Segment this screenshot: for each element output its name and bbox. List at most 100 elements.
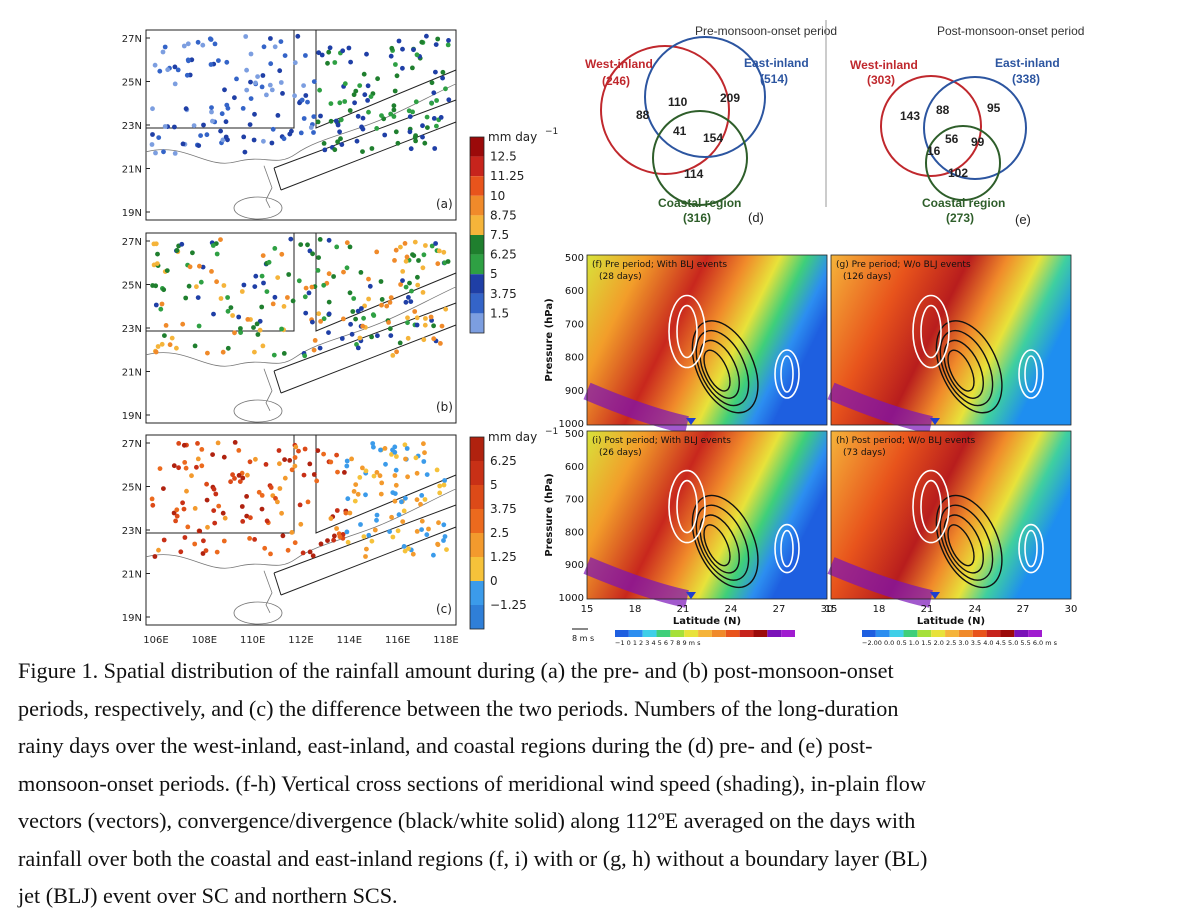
colorbar-frame <box>469 136 485 334</box>
colorbar-swatch <box>470 274 484 294</box>
station-dot <box>387 326 393 332</box>
lat-tick-label: 23N <box>122 324 142 335</box>
station-dot <box>260 343 266 349</box>
venn-e-east-circle <box>923 76 1027 180</box>
venn-d-only-coast: 114 <box>684 167 704 181</box>
station-dot <box>409 288 414 294</box>
colorbar-swatch <box>615 630 629 637</box>
station-dot <box>232 476 237 481</box>
station-dot <box>205 350 210 356</box>
station-dot <box>281 136 287 142</box>
leizhou-peninsula <box>263 165 273 208</box>
station-dot <box>363 554 368 559</box>
pressure-tick-label: 800 <box>565 353 584 364</box>
station-dot <box>435 36 441 42</box>
venn-d-west-count: (246) <box>602 74 630 88</box>
station-dot <box>332 533 337 539</box>
venn-e-panel-label: (e) <box>1015 212 1031 227</box>
colorbar-swatch <box>470 215 484 235</box>
station-dot <box>326 271 332 277</box>
station-dot <box>325 60 330 66</box>
station-dot <box>230 472 235 478</box>
colorbar-tick-label: 3.75 <box>490 287 517 301</box>
caption-line: periods, respectively, and (c) the diffe… <box>18 695 899 721</box>
colorbar-tick-label: 1.5 <box>490 306 509 320</box>
colorbar-tick-label: 5 <box>490 478 498 492</box>
station-dot <box>420 290 426 295</box>
station-dot <box>434 123 439 129</box>
station-dot <box>172 151 178 156</box>
station-dot <box>327 45 333 51</box>
lat-tick-label: 21N <box>122 165 142 176</box>
station-dot <box>198 133 203 138</box>
colorbar-tick-label: 8.75 <box>490 208 517 222</box>
station-dot <box>156 135 162 140</box>
station-dot <box>326 49 332 55</box>
station-dot <box>212 520 218 526</box>
west-inland-box <box>146 233 295 332</box>
station-dot <box>434 467 440 473</box>
station-dot <box>333 118 339 124</box>
station-dot <box>292 93 297 99</box>
station-dot <box>344 458 350 464</box>
station-dot <box>153 349 159 355</box>
colorbar-swatch <box>470 293 484 314</box>
station-dot <box>370 441 376 446</box>
station-dot <box>419 493 425 498</box>
colorbar-swatch <box>628 630 643 637</box>
convergence-contour <box>947 524 975 567</box>
coastal-box <box>273 302 457 394</box>
station-dot <box>174 248 180 253</box>
station-dot <box>211 311 216 317</box>
station-dot <box>260 253 266 258</box>
colorbar-tick-label: 7.5 <box>490 228 509 242</box>
latitude-tick-label: 24 <box>969 604 982 615</box>
latitude-tick-label: 27 <box>1017 604 1030 615</box>
station-dot <box>241 134 247 140</box>
station-dot <box>181 506 187 512</box>
station-dot <box>189 473 194 479</box>
station-dot <box>342 81 348 87</box>
station-dot <box>360 465 365 471</box>
station-dot <box>224 59 230 65</box>
east-inland-box <box>315 30 457 129</box>
station-dot <box>414 470 420 476</box>
station-dot <box>419 518 425 524</box>
cross-section-frame <box>830 254 1072 426</box>
station-dot <box>172 81 178 87</box>
station-dot <box>445 259 451 264</box>
station-dot <box>366 109 371 115</box>
colorbar-tick-label: 12.5 <box>490 150 517 164</box>
station-dot <box>403 258 409 264</box>
colorbar-swatch <box>656 630 671 637</box>
station-dot <box>345 539 351 545</box>
station-dot <box>411 47 416 53</box>
station-dot <box>248 51 254 57</box>
station-dot <box>240 519 246 524</box>
station-dot <box>159 341 165 347</box>
station-dot <box>350 309 356 314</box>
station-dot <box>301 472 307 478</box>
station-dot <box>213 491 219 497</box>
map-panel: 27N 25N 23N 21N 19N (c) <box>122 434 457 626</box>
station-dot <box>194 464 199 470</box>
lon-tick-label: 116E <box>385 635 410 646</box>
station-dot <box>403 456 408 462</box>
caption-line: monsoon-onset periods. (f-h) Vertical cr… <box>18 770 926 796</box>
station-dot <box>402 548 408 554</box>
station-dot <box>360 126 366 132</box>
station-dot <box>341 269 346 275</box>
station-dot <box>421 252 427 258</box>
venn-diagrams: Pre-monsoon-onset period West-inland (24… <box>570 15 1190 240</box>
station-dot <box>264 289 270 294</box>
station-dot <box>153 302 159 308</box>
station-dot <box>442 478 447 483</box>
shading-field <box>831 255 1071 425</box>
station-dot <box>255 74 260 79</box>
colorbar-swatch <box>470 533 484 557</box>
rainfall-maps-svg: 27N25N23N21N19N(a)27N25N23N21N19N(b)27N2… <box>122 29 558 646</box>
colorbar-swatch <box>470 557 484 581</box>
station-dot <box>360 323 366 329</box>
pressure-tick-label: 700 <box>565 495 584 506</box>
station-dot <box>280 91 285 96</box>
